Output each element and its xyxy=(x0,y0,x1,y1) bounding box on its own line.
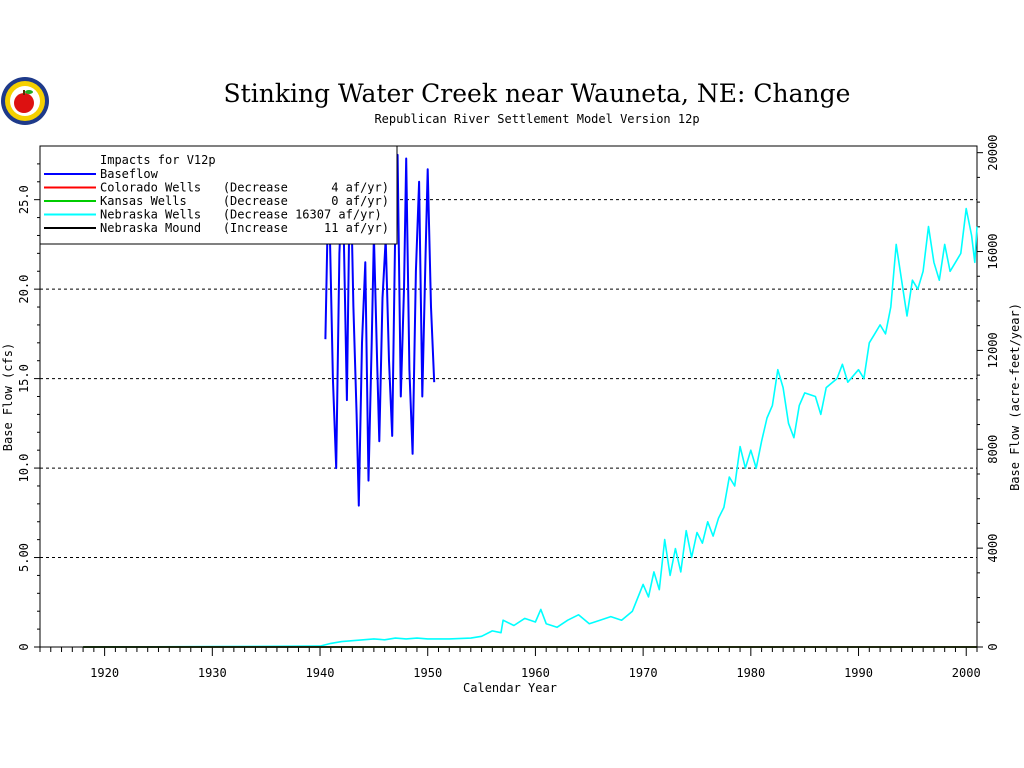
legend-label: Nebraska Wells (Decrease 16307 af/yr) xyxy=(100,208,382,222)
y2-tick-label: 8000 xyxy=(986,435,1000,464)
legend-label: Kansas Wells (Decrease 0 af/yr) xyxy=(100,194,389,208)
y2-tick-label: 4000 xyxy=(986,534,1000,563)
legend-box xyxy=(39,145,398,245)
gridlines xyxy=(40,199,977,559)
y-tick-label: 0 xyxy=(17,643,31,650)
legend-header: Impacts for V12p xyxy=(100,153,216,167)
y-tick-label: 10.0 xyxy=(17,454,31,483)
x-tick-label: 1930 xyxy=(198,666,227,680)
y-axis-label: Base Flow (cfs) xyxy=(1,343,15,451)
y-axis-ticks: 0 5.00 10.0 15.0 20.0 25.0 xyxy=(17,163,40,651)
y2-axis-ticks: 0 4000 8000 12000 16000 20000 xyxy=(977,135,1000,651)
x-tick-label: 1970 xyxy=(629,666,658,680)
legend-label: Nebraska Mound (Increase 11 af/yr) xyxy=(100,221,389,235)
series-nebraska-wells xyxy=(83,207,978,648)
y-tick-label: 15.0 xyxy=(17,364,31,393)
y2-tick-label: 20000 xyxy=(986,135,1000,171)
x-tick-label: 2000 xyxy=(952,666,981,680)
logo-seal-icon xyxy=(1,77,49,125)
y-tick-label: 20.0 xyxy=(17,275,31,304)
y2-tick-label: 12000 xyxy=(986,332,1000,368)
legend-label: Baseflow xyxy=(100,167,159,181)
x-tick-label: 1990 xyxy=(844,666,873,680)
x-tick-label: 1940 xyxy=(306,666,335,680)
series-lines xyxy=(83,148,978,648)
y2-axis-label: Base Flow (acre-feet/year) xyxy=(1008,303,1022,491)
x-tick-label: 1920 xyxy=(90,666,119,680)
y-tick-label: 5.00 xyxy=(17,543,31,572)
y2-tick-label: 16000 xyxy=(986,233,1000,269)
legend-label: Colorado Wells (Decrease 4 af/yr) xyxy=(100,181,389,195)
chart-title: Stinking Water Creek near Wauneta, NE: C… xyxy=(224,79,851,108)
x-axis-label: Calendar Year xyxy=(463,681,557,695)
x-tick-label: 1960 xyxy=(521,666,550,680)
chart-subtitle: Republican River Settlement Model Versio… xyxy=(374,112,699,126)
y2-tick-label: 0 xyxy=(986,643,1000,650)
x-tick-label: 1980 xyxy=(736,666,765,680)
series-baseflow xyxy=(324,148,436,507)
x-tick-label: 1950 xyxy=(413,666,442,680)
y-tick-label: 25.0 xyxy=(17,185,31,214)
x-axis-ticks: 1920 1930 1940 1950 1960 1970 1980 1990 2000 xyxy=(39,647,981,680)
